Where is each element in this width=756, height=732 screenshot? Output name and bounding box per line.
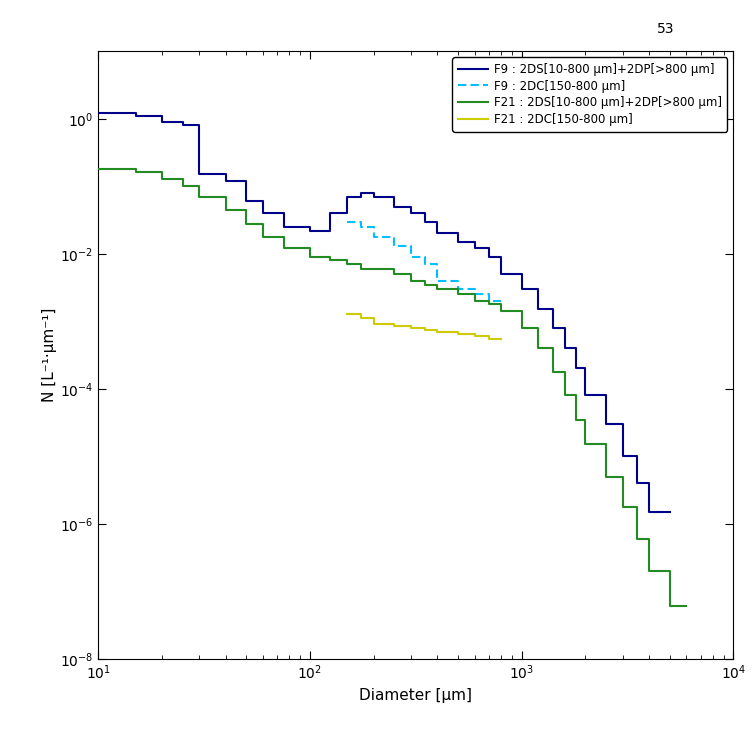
F9 : 2DC[150-800 μm]: (400, 0.004): 2DC[150-800 μm]: (400, 0.004) xyxy=(433,276,442,285)
F21 : 2DC[150-800 μm]: (400, 0.00075): 2DC[150-800 μm]: (400, 0.00075) xyxy=(433,325,442,334)
F21 : 2DS[10-800 μm]+2DP[>800 μm]: (75, 0.012): 2DS[10-800 μm]+2DP[>800 μm]: (75, 0.012) xyxy=(279,244,288,253)
F9 : 2DC[150-800 μm]: (700, 0.002): 2DC[150-800 μm]: (700, 0.002) xyxy=(485,296,494,305)
F9 : 2DC[150-800 μm]: (350, 0.009): 2DC[150-800 μm]: (350, 0.009) xyxy=(420,253,429,261)
F21 : 2DC[150-800 μm]: (800, 0.00055): 2DC[150-800 μm]: (800, 0.00055) xyxy=(497,335,506,343)
Y-axis label: N [L⁻¹·μm⁻¹]: N [L⁻¹·μm⁻¹] xyxy=(42,308,57,402)
F21 : 2DC[150-800 μm]: (250, 0.0009): 2DC[150-800 μm]: (250, 0.0009) xyxy=(389,320,398,329)
F9 : 2DC[150-800 μm]: (300, 0.009): 2DC[150-800 μm]: (300, 0.009) xyxy=(407,253,416,261)
F9 : 2DC[150-800 μm]: (300, 0.013): 2DC[150-800 μm]: (300, 0.013) xyxy=(407,242,416,250)
F21 : 2DC[150-800 μm]: (600, 0.00065): 2DC[150-800 μm]: (600, 0.00065) xyxy=(470,329,479,338)
F21 : 2DC[150-800 μm]: (250, 0.00085): 2DC[150-800 μm]: (250, 0.00085) xyxy=(389,321,398,330)
F9 : 2DC[150-800 μm]: (500, 0.003): 2DC[150-800 μm]: (500, 0.003) xyxy=(454,285,463,294)
F9 : 2DC[150-800 μm]: (250, 0.018): 2DC[150-800 μm]: (250, 0.018) xyxy=(389,232,398,241)
F9 : 2DC[150-800 μm]: (175, 0.025): 2DC[150-800 μm]: (175, 0.025) xyxy=(357,223,366,231)
F21 : 2DC[150-800 μm]: (300, 0.0008): 2DC[150-800 μm]: (300, 0.0008) xyxy=(407,324,416,332)
F21 : 2DC[150-800 μm]: (600, 0.0006): 2DC[150-800 μm]: (600, 0.0006) xyxy=(470,332,479,340)
F9 : 2DC[150-800 μm]: (250, 0.013): 2DC[150-800 μm]: (250, 0.013) xyxy=(389,242,398,250)
F9 : 2DS[10-800 μm]+2DP[>800 μm]: (800, 0.009): 2DS[10-800 μm]+2DP[>800 μm]: (800, 0.009… xyxy=(497,253,506,261)
F21 : 2DS[10-800 μm]+2DP[>800 μm]: (10, 0.18): 2DS[10-800 μm]+2DP[>800 μm]: (10, 0.18) xyxy=(94,165,103,173)
F9 : 2DS[10-800 μm]+2DP[>800 μm]: (5e+03, 1.5e-06): 2DS[10-800 μm]+2DP[>800 μm]: (5e+03, 1.5… xyxy=(665,507,674,516)
Line: F21 : 2DC[150-800 μm]: F21 : 2DC[150-800 μm] xyxy=(347,313,501,339)
Line: F9 : 2DS[10-800 μm]+2DP[>800 μm]: F9 : 2DS[10-800 μm]+2DP[>800 μm] xyxy=(98,113,670,512)
F9 : 2DS[10-800 μm]+2DP[>800 μm]: (700, 0.009): 2DS[10-800 μm]+2DP[>800 μm]: (700, 0.009… xyxy=(485,253,494,261)
F9 : 2DS[10-800 μm]+2DP[>800 μm]: (10, 1.2): 2DS[10-800 μm]+2DP[>800 μm]: (10, 1.2) xyxy=(94,109,103,118)
F9 : 2DS[10-800 μm]+2DP[>800 μm]: (200, 0.07): 2DS[10-800 μm]+2DP[>800 μm]: (200, 0.07) xyxy=(369,193,378,201)
F9 : 2DC[150-800 μm]: (200, 0.025): 2DC[150-800 μm]: (200, 0.025) xyxy=(369,223,378,231)
F21 : 2DS[10-800 μm]+2DP[>800 μm]: (6e+03, 6e-08): 2DS[10-800 μm]+2DP[>800 μm]: (6e+03, 6e-… xyxy=(682,602,691,610)
F21 : 2DS[10-800 μm]+2DP[>800 μm]: (25, 0.13): 2DS[10-800 μm]+2DP[>800 μm]: (25, 0.13) xyxy=(178,174,187,183)
F9 : 2DS[10-800 μm]+2DP[>800 μm]: (350, 0.04): 2DS[10-800 μm]+2DP[>800 μm]: (350, 0.04) xyxy=(420,209,429,217)
F21 : 2DC[150-800 μm]: (175, 0.0013): 2DC[150-800 μm]: (175, 0.0013) xyxy=(357,309,366,318)
F9 : 2DC[150-800 μm]: (350, 0.007): 2DC[150-800 μm]: (350, 0.007) xyxy=(420,260,429,269)
F21 : 2DS[10-800 μm]+2DP[>800 μm]: (1.8e+03, 8e-05): 2DS[10-800 μm]+2DP[>800 μm]: (1.8e+03, 8… xyxy=(571,391,580,400)
F21 : 2DS[10-800 μm]+2DP[>800 μm]: (5e+03, 6e-08): 2DS[10-800 μm]+2DP[>800 μm]: (5e+03, 6e-… xyxy=(665,602,674,610)
F9 : 2DC[150-800 μm]: (400, 0.007): 2DC[150-800 μm]: (400, 0.007) xyxy=(433,260,442,269)
Text: 53: 53 xyxy=(656,22,674,36)
F21 : 2DC[150-800 μm]: (700, 0.00055): 2DC[150-800 μm]: (700, 0.00055) xyxy=(485,335,494,343)
F21 : 2DC[150-800 μm]: (500, 0.0007): 2DC[150-800 μm]: (500, 0.0007) xyxy=(454,327,463,336)
F21 : 2DC[150-800 μm]: (350, 0.00075): 2DC[150-800 μm]: (350, 0.00075) xyxy=(420,325,429,334)
F21 : 2DC[150-800 μm]: (500, 0.00065): 2DC[150-800 μm]: (500, 0.00065) xyxy=(454,329,463,338)
F9 : 2DC[150-800 μm]: (600, 0.0025): 2DC[150-800 μm]: (600, 0.0025) xyxy=(470,290,479,299)
F21 : 2DC[150-800 μm]: (175, 0.0011): 2DC[150-800 μm]: (175, 0.0011) xyxy=(357,314,366,323)
F21 : 2DC[150-800 μm]: (200, 0.0011): 2DC[150-800 μm]: (200, 0.0011) xyxy=(369,314,378,323)
F21 : 2DC[150-800 μm]: (700, 0.0006): 2DC[150-800 μm]: (700, 0.0006) xyxy=(485,332,494,340)
F21 : 2DC[150-800 μm]: (150, 0.0013): 2DC[150-800 μm]: (150, 0.0013) xyxy=(342,309,352,318)
F9 : 2DC[150-800 μm]: (600, 0.003): 2DC[150-800 μm]: (600, 0.003) xyxy=(470,285,479,294)
F9 : 2DC[150-800 μm]: (500, 0.004): 2DC[150-800 μm]: (500, 0.004) xyxy=(454,276,463,285)
Line: F21 : 2DS[10-800 μm]+2DP[>800 μm]: F21 : 2DS[10-800 μm]+2DP[>800 μm] xyxy=(98,169,686,606)
F9 : 2DS[10-800 μm]+2DP[>800 μm]: (30, 0.15): 2DS[10-800 μm]+2DP[>800 μm]: (30, 0.15) xyxy=(195,170,204,179)
Line: F9 : 2DC[150-800 μm]: F9 : 2DC[150-800 μm] xyxy=(347,222,501,301)
F9 : 2DC[150-800 μm]: (700, 0.0025): 2DC[150-800 μm]: (700, 0.0025) xyxy=(485,290,494,299)
F9 : 2DS[10-800 μm]+2DP[>800 μm]: (500, 0.02): 2DS[10-800 μm]+2DP[>800 μm]: (500, 0.02) xyxy=(454,229,463,238)
X-axis label: Diameter [μm]: Diameter [μm] xyxy=(359,688,472,703)
F21 : 2DC[150-800 μm]: (200, 0.0009): 2DC[150-800 μm]: (200, 0.0009) xyxy=(369,320,378,329)
F21 : 2DS[10-800 μm]+2DP[>800 μm]: (125, 0.008): 2DS[10-800 μm]+2DP[>800 μm]: (125, 0.008… xyxy=(326,256,335,265)
Legend: F9 : 2DS[10-800 μm]+2DP[>800 μm], F9 : 2DC[150-800 μm], F21 : 2DS[10-800 μm]+2DP: F9 : 2DS[10-800 μm]+2DP[>800 μm], F9 : 2… xyxy=(452,57,727,132)
F9 : 2DS[10-800 μm]+2DP[>800 μm]: (4e+03, 1.5e-06): 2DS[10-800 μm]+2DP[>800 μm]: (4e+03, 1.5… xyxy=(645,507,654,516)
F21 : 2DS[10-800 μm]+2DP[>800 μm]: (3.5e+03, 6e-07): 2DS[10-800 μm]+2DP[>800 μm]: (3.5e+03, 6… xyxy=(632,534,641,543)
F21 : 2DC[150-800 μm]: (400, 0.0007): 2DC[150-800 μm]: (400, 0.0007) xyxy=(433,327,442,336)
F9 : 2DC[150-800 μm]: (800, 0.002): 2DC[150-800 μm]: (800, 0.002) xyxy=(497,296,506,305)
F9 : 2DC[150-800 μm]: (200, 0.018): 2DC[150-800 μm]: (200, 0.018) xyxy=(369,232,378,241)
F21 : 2DC[150-800 μm]: (350, 0.0008): 2DC[150-800 μm]: (350, 0.0008) xyxy=(420,324,429,332)
F21 : 2DC[150-800 μm]: (300, 0.00085): 2DC[150-800 μm]: (300, 0.00085) xyxy=(407,321,416,330)
F9 : 2DC[150-800 μm]: (150, 0.03): 2DC[150-800 μm]: (150, 0.03) xyxy=(342,217,352,226)
F9 : 2DC[150-800 μm]: (175, 0.03): 2DC[150-800 μm]: (175, 0.03) xyxy=(357,217,366,226)
F21 : 2DS[10-800 μm]+2DP[>800 μm]: (250, 0.005): 2DS[10-800 μm]+2DP[>800 μm]: (250, 0.005… xyxy=(389,269,398,278)
